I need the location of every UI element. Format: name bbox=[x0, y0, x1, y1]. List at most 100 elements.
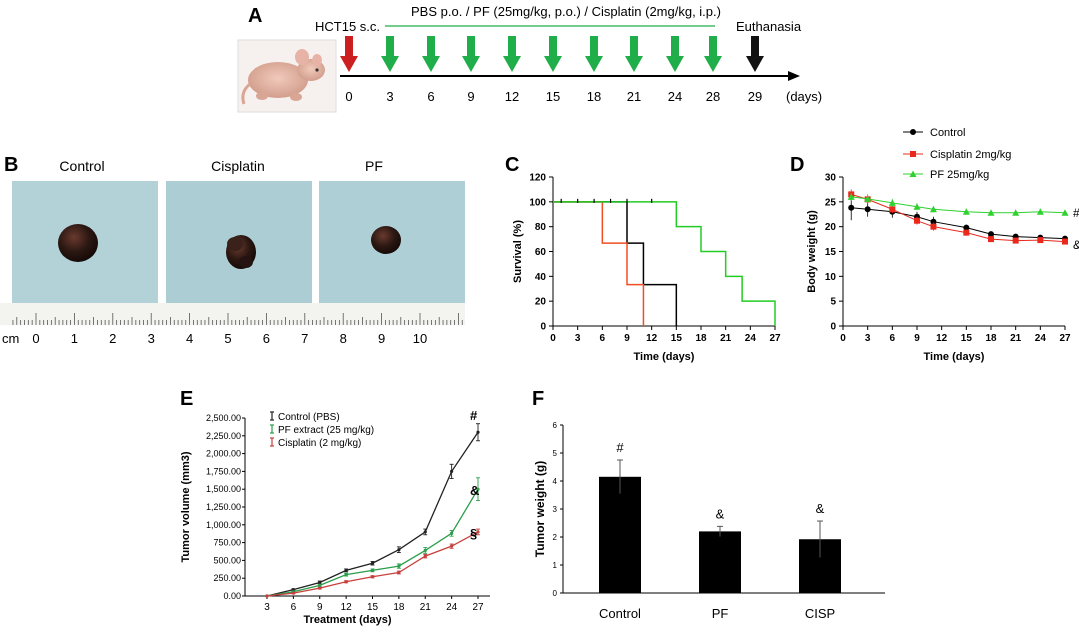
x-tick-label: 12 bbox=[646, 333, 658, 344]
timeline-arrow-head bbox=[503, 56, 521, 72]
x-tick-label: 18 bbox=[393, 602, 405, 613]
annotation-ampersand: & bbox=[1073, 238, 1079, 252]
data-point bbox=[370, 575, 375, 579]
x-tick-label: 12 bbox=[936, 333, 948, 344]
mouse-photo bbox=[237, 39, 337, 113]
panel-a-label: A bbox=[248, 5, 262, 27]
y-tick-label: 3 bbox=[553, 505, 558, 514]
timeline-arrow-shaft bbox=[427, 36, 435, 56]
panel-f: F 0 1 2 3 4 5 6 Tumor weight (g) # Control & PF & CIS… bbox=[532, 388, 885, 621]
data-point bbox=[397, 570, 401, 575]
euthanasia-text: Euthanasia bbox=[736, 19, 802, 34]
legend-label: Control (PBS) bbox=[278, 412, 340, 423]
timeline-day-label: 21 bbox=[627, 89, 641, 104]
data-point bbox=[450, 544, 454, 548]
legend-marker bbox=[909, 170, 917, 177]
data-point bbox=[987, 209, 995, 216]
timeline-day-label: 6 bbox=[427, 89, 434, 104]
data-point bbox=[397, 564, 401, 568]
data-point bbox=[1037, 237, 1044, 244]
x-tick-label: PF bbox=[712, 606, 729, 621]
legend-label: Cisplatin (2 mg/kg) bbox=[278, 438, 361, 449]
panel-f-label: F bbox=[532, 388, 544, 410]
series-line-1 bbox=[851, 193, 1066, 243]
survival-line-control bbox=[553, 201, 678, 326]
panel-d-label: D bbox=[790, 154, 804, 176]
ruler-tick-label: 9 bbox=[378, 331, 385, 346]
x-tick-label: 21 bbox=[1010, 333, 1022, 344]
significance-marker: # bbox=[616, 440, 624, 455]
y-tick-label: 0 bbox=[540, 322, 546, 333]
x-tick-label: 18 bbox=[695, 333, 707, 344]
x-tick-label: 27 bbox=[1059, 333, 1071, 344]
data-point bbox=[1036, 208, 1044, 215]
series-line-1 bbox=[266, 488, 479, 597]
x-tick-label: 9 bbox=[624, 333, 630, 344]
y-tick-label: 5 bbox=[553, 449, 558, 458]
y-tick-label: 20 bbox=[535, 297, 547, 308]
data-point bbox=[888, 199, 896, 206]
x-tick-label: 9 bbox=[914, 333, 920, 344]
data-point bbox=[370, 568, 375, 572]
y-axis-title: Tumor weight (g) bbox=[533, 461, 547, 557]
survival-line-pf bbox=[553, 201, 776, 326]
data-point bbox=[913, 203, 921, 210]
data-point bbox=[344, 580, 348, 584]
body-weight-chart: 0 5 10 15 20 25 30 0 3 6 9 12 15 18 21 24 27 Time (days) B… bbox=[806, 127, 1079, 363]
timeline-arrow-shaft bbox=[671, 36, 679, 56]
panel-c: C 0 20 40 60 80 100 120 0 3 6 9 12 15 18 21 24 27 Time (d… bbox=[505, 154, 781, 363]
panel-b: B Control Cisplatin PF cm 0 1 2 3 4 5 6 7 8 9 10 bbox=[0, 154, 465, 346]
x-tick-label: 0 bbox=[840, 333, 846, 344]
data-point bbox=[930, 218, 937, 225]
significance-marker: & bbox=[716, 506, 725, 521]
timeline-arrow-head bbox=[381, 56, 399, 72]
y-tick-label: 6 bbox=[553, 421, 558, 430]
tumor-cisplatin bbox=[226, 235, 256, 269]
x-tick-label: 3 bbox=[264, 602, 270, 613]
annotation-hash: # bbox=[1073, 206, 1079, 220]
timeline-day-label: 12 bbox=[505, 89, 519, 104]
timeline-arrow-shaft bbox=[467, 36, 475, 56]
timeline-day-label: 9 bbox=[467, 89, 474, 104]
timeline-arrow-shaft bbox=[386, 36, 394, 56]
data-point bbox=[450, 531, 454, 535]
group-label-control: Control bbox=[59, 158, 104, 174]
data-point bbox=[318, 583, 322, 587]
x-tick-label: 27 bbox=[472, 602, 484, 613]
y-tick-label: 0 bbox=[553, 589, 558, 598]
timeline-arrow-head bbox=[422, 56, 440, 72]
x-axis-title: Treatment (days) bbox=[303, 614, 391, 626]
timeline-arrow-head bbox=[625, 56, 643, 72]
x-tick-label: 24 bbox=[446, 602, 458, 613]
timeline-day-label: 29 bbox=[748, 89, 762, 104]
data-point bbox=[962, 208, 970, 215]
data-point bbox=[929, 205, 937, 213]
x-tick-label: 27 bbox=[769, 333, 781, 344]
y-axis-title: Survival (%) bbox=[512, 220, 524, 283]
x-tick-label: 18 bbox=[985, 333, 997, 344]
y-tick-label: 2,500.00 bbox=[206, 413, 241, 423]
y-axis-title: Tumor volume (mm3) bbox=[180, 451, 192, 562]
panel-e: E 0.00 250.00 500.00 750.00 1,000.00 1,250.00… bbox=[180, 388, 490, 626]
x-tick-label: 6 bbox=[600, 333, 606, 344]
y-tick-label: 0.00 bbox=[223, 591, 241, 601]
ruler-tick-label: 5 bbox=[224, 331, 231, 346]
y-tick-label: 4 bbox=[553, 477, 558, 486]
panel-a: A PBS p.o. / PF (25mg/kg, p.o.) / Cispla… bbox=[237, 4, 822, 113]
timeline-day-label: 0 bbox=[345, 89, 352, 104]
panel-c-label: C bbox=[505, 154, 519, 176]
data-point bbox=[423, 548, 427, 553]
data-point bbox=[344, 568, 348, 572]
data-point bbox=[988, 236, 994, 243]
inoculation-text: HCT15 s.c. bbox=[315, 19, 380, 34]
ruler-tick-label: 4 bbox=[186, 331, 193, 346]
data-point bbox=[476, 487, 480, 491]
annotation-section: § bbox=[470, 526, 477, 541]
bar-pf bbox=[699, 531, 741, 593]
panel-d: D 0 5 10 15 20 25 30 0 3 6 9 12 15 18 21 24 27 Time (days… bbox=[790, 127, 1079, 363]
data-point bbox=[864, 195, 872, 202]
data-point bbox=[265, 594, 269, 598]
ruler-unit: cm bbox=[2, 331, 19, 346]
panel-e-label: E bbox=[180, 388, 193, 410]
y-tick-label: 2,250.00 bbox=[206, 431, 241, 441]
